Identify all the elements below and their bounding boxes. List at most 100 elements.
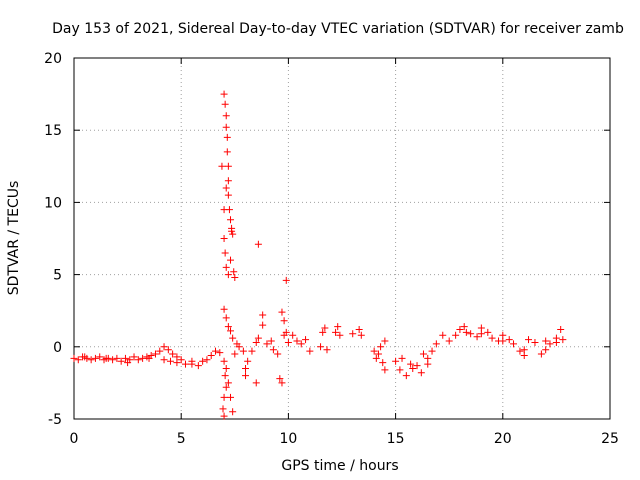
data-point <box>319 328 327 336</box>
data-point <box>222 314 230 322</box>
data-point <box>306 347 314 355</box>
data-point <box>220 305 228 313</box>
data-point <box>381 337 389 345</box>
data-point <box>130 353 138 361</box>
data-point <box>531 338 539 346</box>
data-point <box>113 354 121 362</box>
data-point <box>222 123 230 131</box>
data-point <box>220 393 228 401</box>
plot-frame <box>73 57 611 420</box>
data-point <box>417 369 425 377</box>
data-point <box>499 337 507 345</box>
data-point <box>222 364 230 372</box>
data-point <box>145 354 153 362</box>
data-point <box>230 268 238 276</box>
data-point <box>74 356 82 364</box>
data-point <box>505 336 513 344</box>
data-point <box>194 362 202 370</box>
data-point <box>317 343 325 351</box>
data-point <box>372 354 380 362</box>
data-point <box>252 338 260 346</box>
data-point <box>134 356 142 364</box>
data-point <box>164 346 172 354</box>
data-point <box>224 177 232 185</box>
data-point <box>242 372 250 380</box>
data-point <box>357 331 365 339</box>
data-point <box>220 206 228 214</box>
data-point <box>473 333 481 341</box>
data-point <box>177 356 185 364</box>
data-point <box>188 357 196 365</box>
data-point <box>396 366 404 374</box>
data-point <box>81 353 89 361</box>
data-point <box>239 347 247 355</box>
data-point <box>477 324 485 332</box>
data-point <box>452 331 460 339</box>
data-point <box>181 360 189 368</box>
data-point <box>220 90 228 98</box>
data-point <box>392 357 400 365</box>
data-point <box>156 347 164 355</box>
data-point <box>121 354 129 362</box>
data-point <box>102 354 110 362</box>
data-point <box>278 308 286 316</box>
data-point <box>332 328 340 336</box>
data-point <box>460 323 468 331</box>
data-point <box>224 379 232 387</box>
data-point <box>228 227 236 235</box>
data-point <box>546 340 554 348</box>
data-point <box>227 216 235 224</box>
data-point <box>207 351 215 359</box>
y-tick-label: 20 <box>44 51 62 67</box>
data-point <box>542 346 550 354</box>
data-point <box>117 357 125 365</box>
data-point <box>242 364 250 372</box>
data-point <box>413 362 421 370</box>
data-point <box>456 325 464 333</box>
data-point <box>259 321 267 329</box>
data-point <box>282 328 290 336</box>
data-point <box>220 235 228 242</box>
y-tick-label: -5 <box>48 412 62 428</box>
data-point <box>445 337 453 345</box>
data-point <box>139 354 147 362</box>
data-point <box>169 350 177 358</box>
x-tick-label: 25 <box>601 431 619 447</box>
data-point <box>222 184 230 192</box>
data-point <box>227 327 235 335</box>
data-point <box>222 263 230 271</box>
data-point <box>334 323 342 331</box>
data-point <box>409 364 417 372</box>
data-point <box>222 112 230 120</box>
data-point <box>419 350 427 358</box>
x-tick-label: 0 <box>70 431 79 447</box>
data-points <box>70 90 567 420</box>
data-point <box>70 354 78 362</box>
data-point <box>484 328 492 336</box>
data-point <box>284 338 292 346</box>
data-point <box>259 311 267 319</box>
data-point <box>221 249 229 257</box>
data-point <box>280 317 288 325</box>
x-tick-label: 5 <box>177 431 186 447</box>
data-point <box>263 340 271 348</box>
data-point <box>336 331 344 339</box>
data-point <box>381 366 389 374</box>
data-point <box>321 324 329 332</box>
data-point <box>151 350 159 358</box>
data-point <box>467 330 475 338</box>
data-point <box>216 349 224 357</box>
data-point <box>439 331 447 339</box>
data-point <box>269 346 277 354</box>
data-point <box>224 271 232 279</box>
data-point <box>516 347 524 355</box>
data-point <box>221 100 229 108</box>
data-point <box>349 330 357 338</box>
data-point <box>542 337 550 345</box>
data-point <box>87 356 95 364</box>
y-tick-label: 5 <box>53 268 62 284</box>
data-point <box>374 350 382 358</box>
data-point <box>203 356 211 364</box>
chart-title: Day 153 of 2021, Sidereal Day-to-day VTE… <box>52 21 624 37</box>
